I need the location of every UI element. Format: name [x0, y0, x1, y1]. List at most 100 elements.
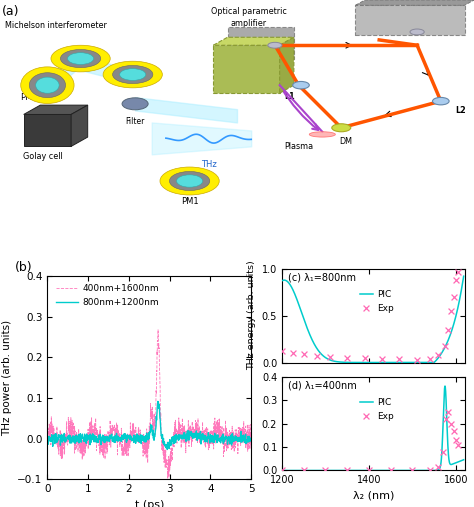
- Ellipse shape: [176, 175, 203, 187]
- PIC: [347, 467, 353, 474]
- Ellipse shape: [21, 67, 74, 103]
- 800nm+1200nm: [57, 432, 63, 439]
- Exp: [452, 436, 460, 444]
- Text: L2: L2: [455, 106, 466, 116]
- PIC: [438, 464, 443, 470]
- Exp: [442, 415, 450, 423]
- Exp: [439, 448, 447, 456]
- X-axis label: t (ps): t (ps): [135, 499, 164, 507]
- 400nm+1600nm: [165, 475, 171, 481]
- Ellipse shape: [103, 61, 162, 88]
- Polygon shape: [228, 26, 294, 58]
- Polygon shape: [280, 37, 294, 93]
- Text: THz: THz: [201, 160, 217, 169]
- Exp: [426, 466, 434, 474]
- Exp: [450, 293, 457, 301]
- Exp: [435, 463, 442, 471]
- Legend: 400nm+1600nm, 800nm+1200nm: 400nm+1600nm, 800nm+1200nm: [52, 281, 163, 311]
- 800nm+1200nm: [155, 399, 161, 405]
- Ellipse shape: [410, 29, 424, 35]
- Exp: [445, 408, 452, 416]
- PIC: [277, 467, 283, 474]
- X-axis label: λ₂ (nm): λ₂ (nm): [353, 491, 394, 501]
- 400nm+1600nm: [248, 432, 254, 439]
- Ellipse shape: [433, 97, 449, 105]
- Text: Golay cell: Golay cell: [23, 152, 63, 161]
- PIC: [309, 467, 315, 474]
- Exp: [409, 466, 416, 474]
- Exp: [387, 466, 394, 474]
- 800nm+1200nm: [220, 441, 226, 447]
- Exp: [313, 352, 320, 360]
- Text: Optical parametric: Optical parametric: [211, 7, 287, 16]
- Polygon shape: [213, 45, 280, 93]
- 400nm+1600nm: [113, 439, 119, 445]
- PIC: [457, 294, 463, 300]
- Exp: [441, 342, 449, 350]
- 800nm+1200nm: [248, 436, 254, 442]
- PIC: [461, 457, 466, 463]
- PIC: [277, 279, 283, 285]
- Ellipse shape: [160, 167, 219, 195]
- Exp: [365, 466, 373, 474]
- Exp: [435, 351, 442, 359]
- Exp: [445, 325, 452, 334]
- Legend: PIC, Exp: PIC, Exp: [356, 394, 397, 424]
- Line: PIC: PIC: [280, 386, 464, 470]
- 400nm+1600nm: [133, 424, 138, 430]
- Text: Filter: Filter: [126, 117, 145, 126]
- Exp: [452, 276, 460, 284]
- 400nm+1600nm: [156, 346, 162, 352]
- 800nm+1200nm: [200, 434, 205, 440]
- PIC: [347, 359, 353, 366]
- Ellipse shape: [122, 98, 148, 110]
- Polygon shape: [356, 0, 474, 5]
- PIC: [442, 383, 448, 389]
- Line: 400nm+1600nm: 400nm+1600nm: [47, 330, 251, 478]
- Text: L1: L1: [284, 92, 294, 101]
- PIC: [309, 336, 315, 342]
- Text: Ti:sapphire: Ti:sapphire: [406, 0, 450, 9]
- Text: PM1: PM1: [181, 197, 199, 206]
- Ellipse shape: [51, 45, 110, 72]
- Exp: [361, 354, 368, 363]
- 400nm+1600nm: [79, 451, 84, 457]
- Text: Plasma: Plasma: [284, 142, 313, 152]
- PIC: [457, 458, 463, 464]
- Exp: [454, 441, 462, 449]
- PIC: [298, 307, 304, 313]
- Legend: PIC, Exp: PIC, Exp: [356, 286, 397, 316]
- PIC: [356, 467, 361, 474]
- Ellipse shape: [119, 68, 146, 81]
- Polygon shape: [213, 37, 294, 45]
- Ellipse shape: [29, 73, 65, 98]
- Exp: [289, 349, 297, 357]
- PIC: [438, 352, 443, 358]
- 400nm+1600nm: [45, 422, 50, 428]
- Exp: [278, 466, 286, 474]
- Ellipse shape: [61, 50, 101, 67]
- 400nm+1600nm: [152, 411, 157, 417]
- PIC: [461, 273, 466, 279]
- 800nm+1200nm: [163, 445, 169, 451]
- 800nm+1200nm: [169, 441, 174, 447]
- Ellipse shape: [268, 42, 282, 48]
- Exp: [395, 355, 403, 364]
- Polygon shape: [24, 105, 88, 115]
- Exp: [326, 353, 334, 361]
- Y-axis label: THz energy (arb. units): THz energy (arb. units): [247, 261, 256, 371]
- Exp: [378, 355, 386, 363]
- FancyBboxPatch shape: [355, 5, 465, 35]
- Polygon shape: [24, 115, 71, 147]
- Text: DM: DM: [339, 137, 353, 146]
- Exp: [413, 355, 420, 364]
- Exp: [343, 466, 351, 474]
- 800nm+1200nm: [45, 433, 50, 440]
- 400nm+1600nm: [72, 450, 77, 456]
- Ellipse shape: [332, 124, 351, 132]
- Exp: [343, 354, 351, 362]
- Exp: [450, 426, 457, 434]
- Ellipse shape: [36, 77, 59, 93]
- Ellipse shape: [434, 98, 448, 104]
- 800nm+1200nm: [175, 436, 181, 442]
